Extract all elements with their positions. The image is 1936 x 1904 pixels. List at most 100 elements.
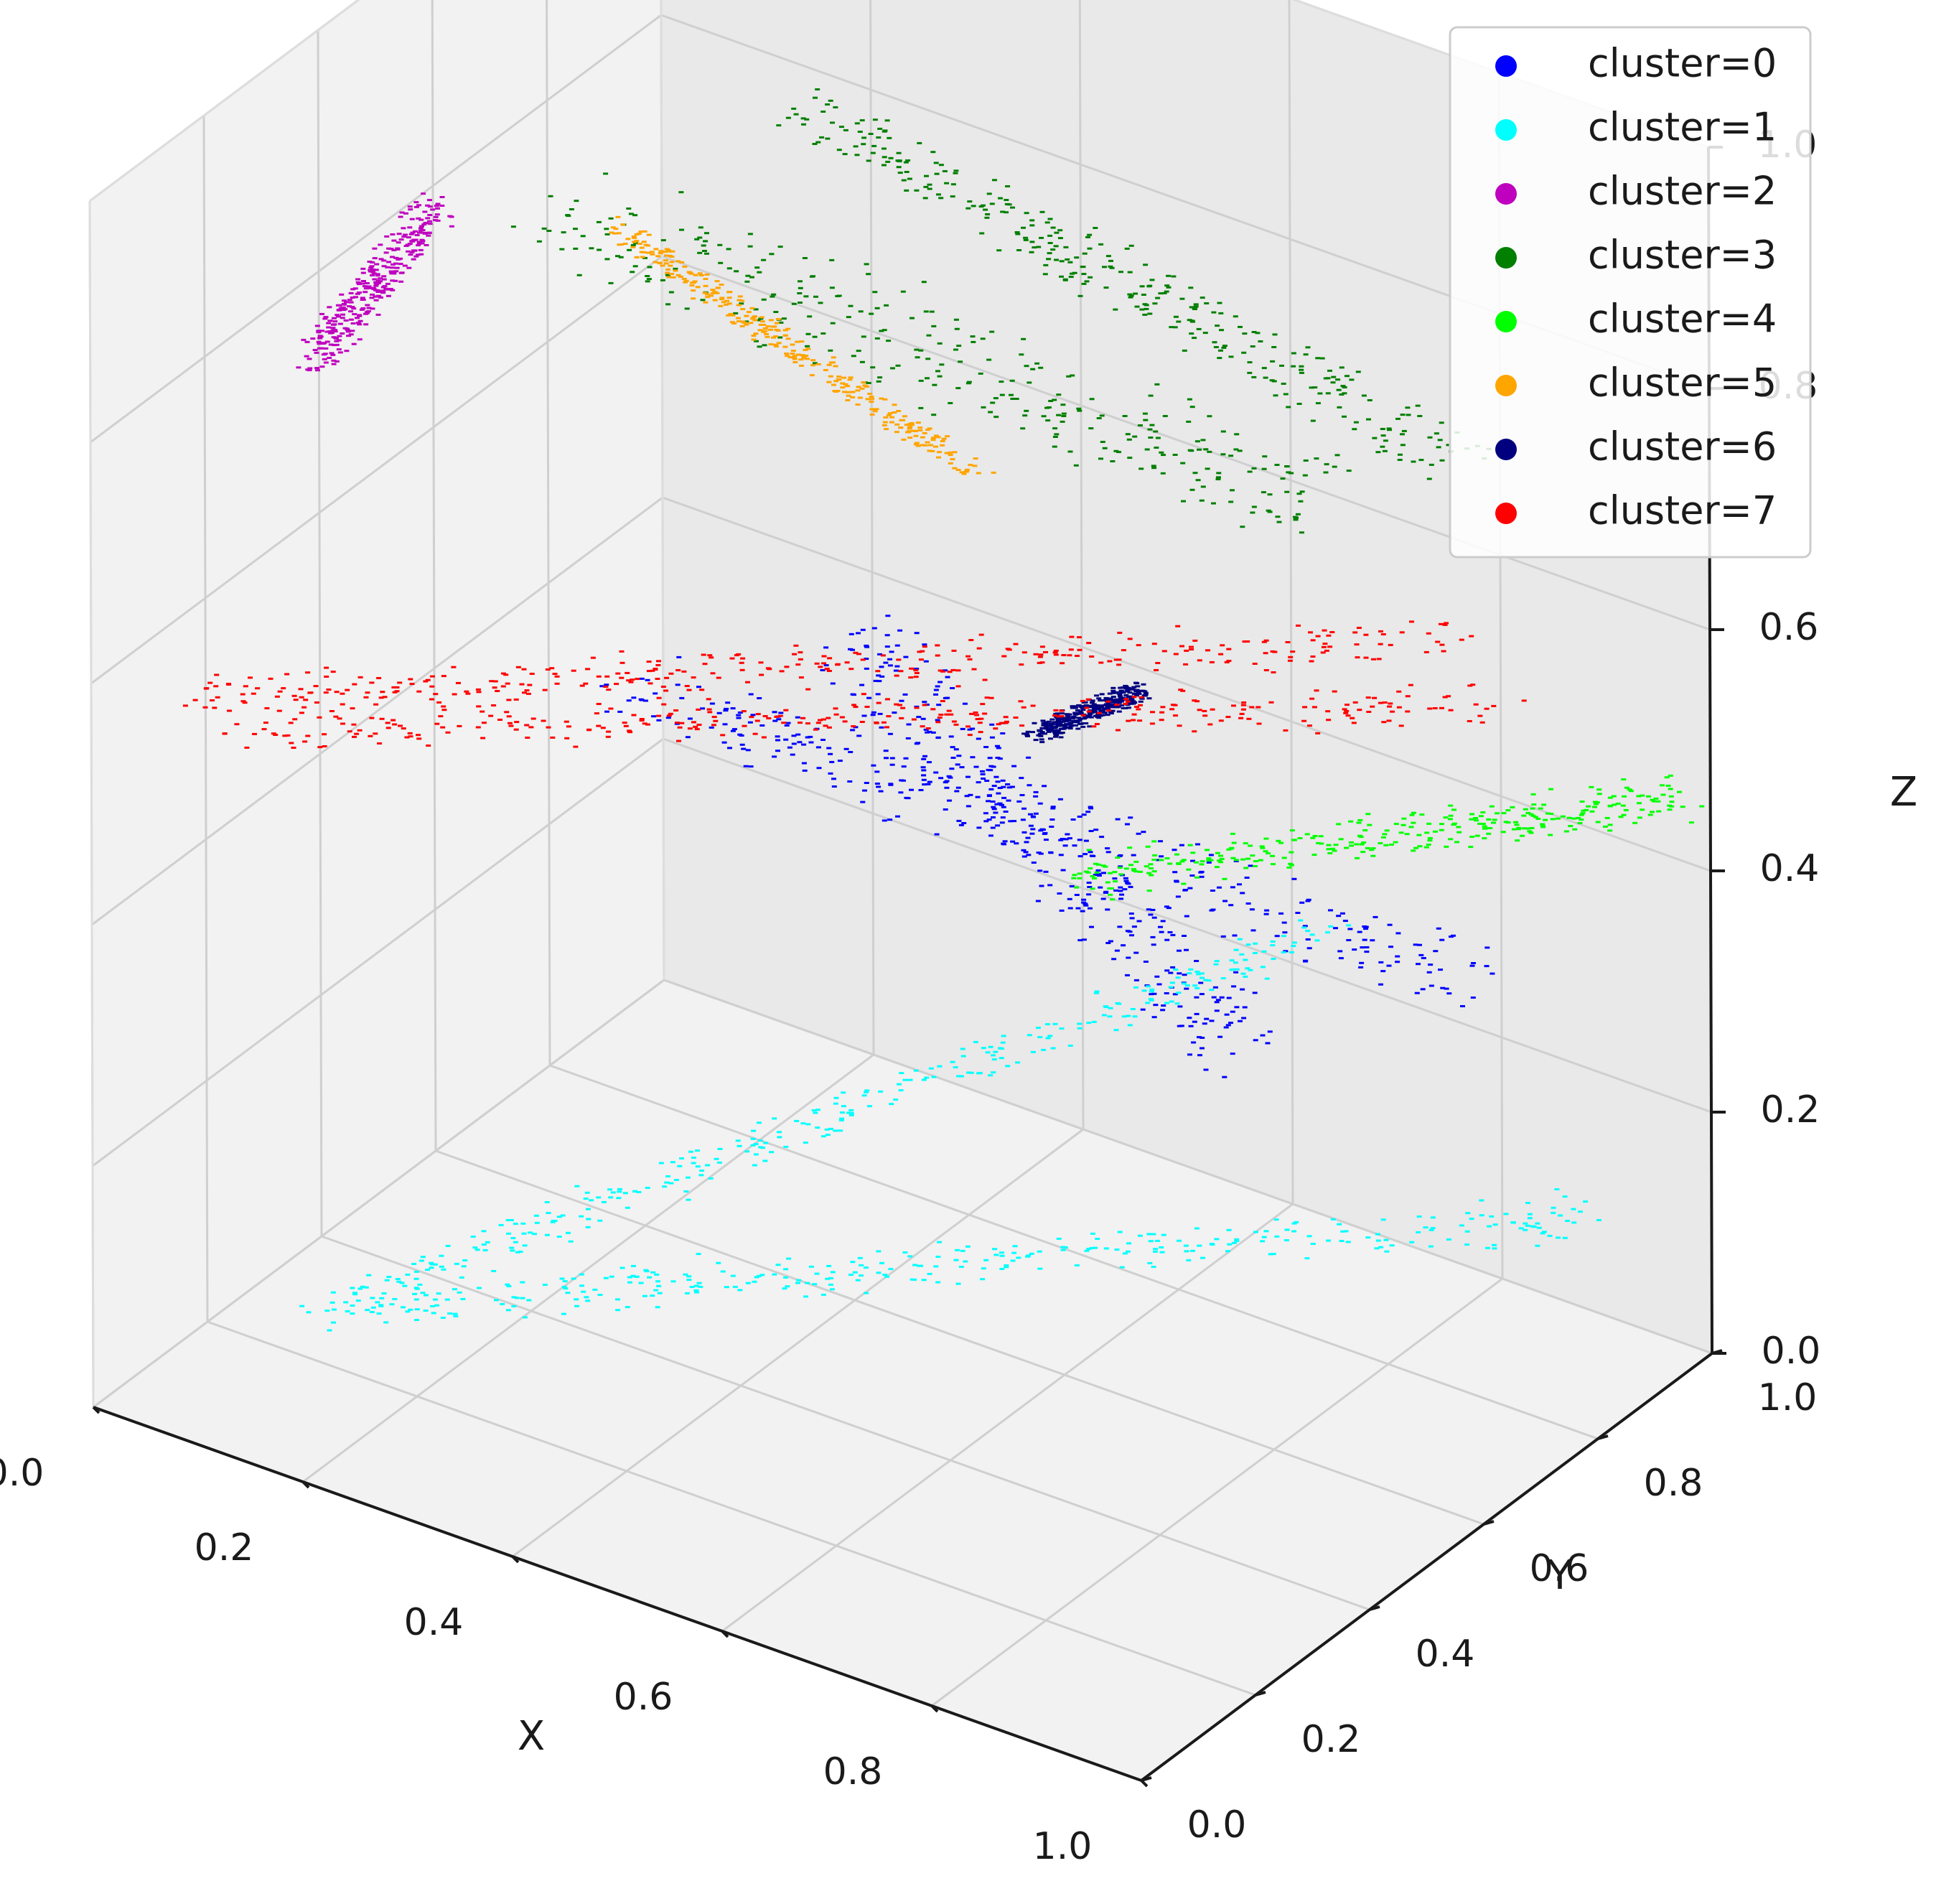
point bbox=[1077, 1027, 1082, 1030]
point bbox=[1131, 925, 1137, 928]
point bbox=[773, 343, 779, 346]
point bbox=[1314, 689, 1319, 692]
point bbox=[433, 215, 439, 218]
point bbox=[1353, 421, 1359, 424]
point bbox=[953, 748, 959, 751]
point bbox=[653, 668, 658, 670]
point bbox=[597, 248, 602, 251]
point bbox=[369, 681, 375, 684]
point bbox=[988, 1045, 993, 1048]
point bbox=[1247, 361, 1253, 364]
point bbox=[815, 1126, 820, 1129]
point bbox=[925, 727, 931, 729]
point bbox=[1127, 271, 1133, 274]
point bbox=[462, 1259, 468, 1261]
point bbox=[757, 329, 763, 332]
point bbox=[1521, 814, 1527, 817]
point bbox=[626, 699, 632, 702]
point bbox=[1086, 893, 1092, 896]
point bbox=[697, 272, 703, 275]
point bbox=[317, 716, 322, 719]
point bbox=[1090, 874, 1095, 877]
point bbox=[1118, 873, 1124, 876]
point bbox=[619, 650, 625, 653]
point bbox=[1348, 820, 1354, 823]
point bbox=[655, 678, 660, 680]
point bbox=[1328, 925, 1334, 928]
point bbox=[739, 325, 745, 327]
point bbox=[510, 1249, 515, 1252]
point bbox=[709, 294, 714, 297]
point bbox=[317, 335, 323, 337]
point bbox=[544, 1201, 550, 1203]
point bbox=[1281, 383, 1286, 385]
point bbox=[449, 215, 454, 218]
point bbox=[864, 644, 869, 647]
point bbox=[729, 321, 735, 324]
point bbox=[826, 1264, 832, 1267]
point bbox=[1195, 973, 1201, 976]
point bbox=[772, 755, 777, 758]
point bbox=[214, 673, 220, 676]
point bbox=[1058, 717, 1064, 719]
point bbox=[990, 826, 996, 829]
point bbox=[559, 1277, 565, 1280]
point bbox=[383, 1321, 389, 1324]
point bbox=[815, 722, 821, 724]
point bbox=[661, 251, 667, 253]
point bbox=[1187, 1053, 1192, 1056]
point bbox=[1005, 185, 1011, 187]
point bbox=[983, 812, 988, 815]
point bbox=[1187, 887, 1193, 890]
point bbox=[1117, 1231, 1123, 1233]
point bbox=[885, 698, 890, 701]
point bbox=[1153, 1248, 1159, 1251]
point bbox=[917, 429, 923, 431]
point bbox=[1194, 1012, 1200, 1015]
point bbox=[1442, 696, 1448, 699]
point bbox=[1271, 380, 1277, 383]
point bbox=[1439, 938, 1445, 941]
point bbox=[352, 683, 357, 686]
point bbox=[1241, 1017, 1247, 1019]
point bbox=[882, 424, 887, 426]
point bbox=[842, 391, 847, 393]
point bbox=[1010, 1259, 1016, 1262]
point bbox=[694, 1291, 699, 1294]
point bbox=[1196, 327, 1202, 330]
point bbox=[710, 672, 716, 675]
point bbox=[390, 289, 396, 291]
point bbox=[747, 233, 753, 235]
point bbox=[1216, 472, 1222, 475]
point bbox=[385, 727, 391, 729]
point bbox=[1202, 709, 1207, 712]
point bbox=[1405, 710, 1411, 713]
point bbox=[1213, 963, 1219, 966]
point bbox=[1013, 717, 1019, 719]
point bbox=[1448, 804, 1454, 807]
point bbox=[968, 793, 973, 796]
point bbox=[1187, 1017, 1192, 1019]
point bbox=[1278, 912, 1284, 915]
point bbox=[1149, 998, 1154, 1000]
point bbox=[1272, 333, 1278, 336]
point bbox=[1306, 947, 1312, 950]
point bbox=[1077, 939, 1083, 942]
point bbox=[795, 716, 800, 719]
point bbox=[1378, 630, 1383, 633]
point bbox=[1301, 926, 1307, 929]
point bbox=[1033, 653, 1039, 655]
point bbox=[798, 651, 803, 654]
point bbox=[1183, 889, 1188, 891]
point bbox=[1187, 972, 1192, 975]
point bbox=[1479, 1199, 1484, 1202]
point bbox=[655, 664, 661, 666]
point bbox=[1148, 913, 1154, 916]
point bbox=[1330, 847, 1336, 850]
point bbox=[1075, 721, 1080, 724]
point bbox=[1075, 727, 1081, 730]
point bbox=[1043, 870, 1049, 873]
point bbox=[1540, 824, 1545, 827]
point bbox=[606, 730, 612, 733]
point bbox=[1115, 818, 1121, 821]
